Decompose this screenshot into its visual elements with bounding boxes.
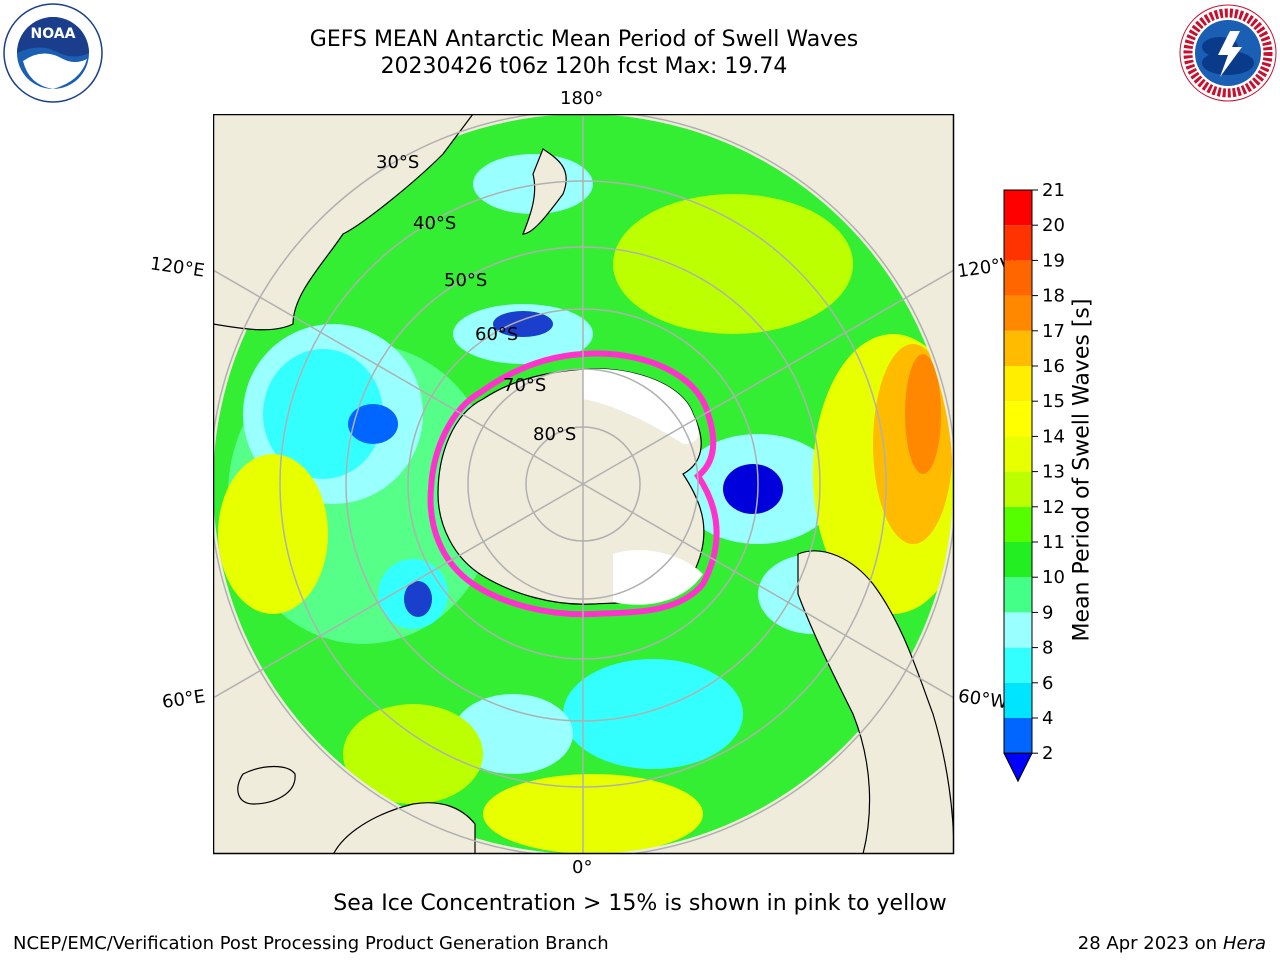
polar-map-frame (212, 113, 955, 859)
lon-label-120e: 120°E (148, 253, 206, 282)
colorbar-segment (1004, 542, 1032, 578)
colorbar-tick-label: 9 (1042, 602, 1053, 623)
colorbar-segment (1004, 612, 1032, 648)
antarctica-land (437, 368, 705, 605)
noaa-logo: NOAA (3, 3, 103, 103)
colorbar-tick-label: 6 (1042, 673, 1053, 694)
colorbar-tick-label: 18 (1042, 286, 1065, 307)
colorbar-segment (1004, 506, 1032, 542)
lat-label-60s: 60°S (475, 324, 519, 345)
colorbar-segment (1004, 718, 1032, 754)
colorbar-tick-label: 12 (1042, 497, 1065, 518)
map-border (212, 113, 955, 855)
colorbar-segment (1004, 330, 1032, 366)
colorbar-tick-label: 10 (1042, 567, 1065, 588)
madagascar-land (237, 765, 296, 805)
chart-subtitle: 20230426 t06z 120h fcst Max: 19.74 (380, 54, 788, 79)
footer-host: Hera (1222, 933, 1266, 954)
colorbar-tick-label: 19 (1042, 250, 1065, 271)
colorbar-tick-label: 21 (1042, 180, 1065, 201)
footer-date: 28 Apr 2023 on Hera (1078, 933, 1266, 954)
colorbar-segment (1004, 260, 1032, 296)
colorbar: 21 20 19 18 17 16 15 14 13 12 11 10 9 8 6 4 2 (1003, 180, 1065, 783)
colorbar-tick-label: 13 (1042, 462, 1065, 483)
colorbar-segment (1004, 647, 1032, 683)
colorbar-ticks: 21 20 19 18 17 16 15 14 13 12 11 10 9 8 6 4 2 (1032, 180, 1065, 764)
australia-land (213, 114, 474, 331)
new-zealand-land (522, 148, 567, 235)
ice-shelf-ross (583, 368, 699, 444)
lat-label-70s: 70°S (503, 375, 547, 396)
colorbar-tick-label: 11 (1042, 532, 1065, 553)
lat-label-40s: 40°S (413, 213, 457, 234)
colorbar-label: Mean Period of Swell Waves [s] (1069, 298, 1095, 642)
colorbar-tick-label: 15 (1042, 391, 1065, 412)
sea-ice-edge (427, 350, 720, 618)
ice-shelf-weddell (613, 550, 703, 605)
south-america-land (797, 550, 954, 854)
lon-label-0: 0° (572, 857, 593, 878)
colorbar-tick-label: 20 (1042, 215, 1065, 236)
colorbar-tick-label: 8 (1042, 638, 1053, 659)
colorbar-segment (1004, 471, 1032, 507)
colorbar-segment (1004, 190, 1032, 226)
colorbar-segment (1004, 225, 1032, 261)
noaa-logo-text: NOAA (31, 26, 76, 42)
chart-title: GEFS MEAN Antarctic Mean Period of Swell… (309, 27, 859, 52)
colorbar-segment (1004, 682, 1032, 718)
footer-date-text: 28 Apr 2023 on (1077, 933, 1223, 954)
colorbar-segment (1004, 577, 1032, 613)
colorbar-extend-min (1003, 752, 1033, 783)
graticule (213, 114, 954, 854)
colorbar-tick-label: 17 (1042, 321, 1065, 342)
colorbar-tick-label: 16 (1042, 356, 1065, 377)
nws-logo (1179, 4, 1277, 102)
lat-label-30s: 30°S (376, 152, 420, 173)
footer-credit: NCEP/EMC/Verification Post Processing Pr… (13, 933, 609, 954)
colorbar-tick-label: 2 (1042, 743, 1053, 764)
lon-label-180: 180° (560, 88, 604, 109)
colorbar-segment (1004, 401, 1032, 437)
colorbar-segment (1004, 295, 1032, 331)
colorbar-segment (1004, 436, 1032, 472)
lat-label-50s: 50°S (444, 270, 488, 291)
colorbar-segment (1004, 366, 1032, 402)
colorbar-tick-label: 14 (1042, 426, 1065, 447)
colorbar-tick-label: 4 (1042, 708, 1053, 729)
africa-land (332, 802, 476, 854)
polar-map (212, 113, 955, 855)
lon-label-60e: 60°E (160, 686, 207, 713)
lat-label-80s: 80°S (533, 424, 577, 445)
sea-ice-caption: Sea Ice Concentration > 15% is shown in … (333, 891, 947, 916)
colorbar-segments (1003, 189, 1033, 783)
